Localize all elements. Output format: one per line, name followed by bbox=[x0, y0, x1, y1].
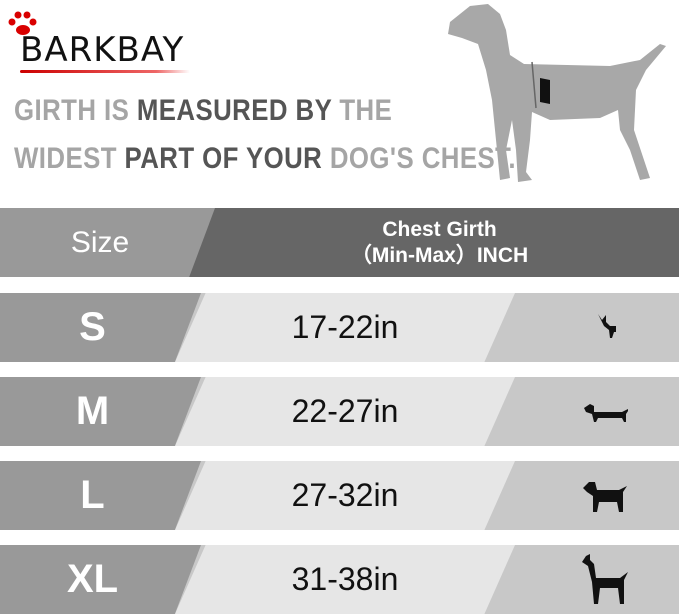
logo-underline bbox=[20, 70, 190, 73]
table-row: S 17-22in bbox=[0, 293, 679, 362]
headline-part: PART OF YOUR bbox=[124, 142, 330, 175]
table-row: XL 31-38in bbox=[0, 545, 679, 614]
size-label: XL bbox=[66, 557, 119, 601]
header-girth-line-2: （Min-Max）INCH bbox=[350, 243, 529, 267]
great-dane-icon bbox=[520, 545, 679, 614]
table-header: Size Chest Girth （Min-Max）INCH bbox=[0, 208, 679, 277]
row-girth-bg bbox=[175, 545, 515, 614]
header-size: Size bbox=[70, 225, 130, 259]
row-girth-bg bbox=[175, 377, 515, 446]
row-size-bg bbox=[0, 293, 201, 362]
headline-part: GIRTH IS bbox=[14, 94, 137, 127]
header-size-bg bbox=[0, 208, 215, 277]
headline-part: DOG'S CHEST. bbox=[329, 142, 517, 175]
row-size-bg bbox=[0, 545, 201, 614]
girth-value: 17-22in bbox=[291, 309, 399, 345]
headline-line-1: GIRTH IS MEASURED BY THE bbox=[14, 94, 392, 128]
size-label: M bbox=[75, 389, 110, 433]
headline-part: MEASURED BY bbox=[136, 94, 340, 127]
girth-value: 22-27in bbox=[291, 393, 399, 429]
row-size-bg bbox=[0, 461, 201, 530]
barkbay-logo: BARKBAY bbox=[6, 8, 191, 73]
logo-text: BARKBAY bbox=[20, 30, 185, 70]
header-girth-line-1: Chest Girth bbox=[382, 217, 497, 241]
chihuahua-icon bbox=[520, 293, 679, 362]
table-row: L 27-32in bbox=[0, 461, 679, 530]
header-chest-girth: Chest Girth （Min-Max）INCH bbox=[200, 208, 679, 277]
paw-icon bbox=[8, 11, 37, 35]
dachshund-icon bbox=[520, 377, 679, 446]
table-row: M 22-27in bbox=[0, 377, 679, 446]
row-size-bg bbox=[0, 377, 201, 446]
dog-measurement-illustration bbox=[448, 4, 666, 182]
size-label: S bbox=[79, 305, 106, 349]
headline-part: THE bbox=[339, 94, 393, 127]
row-girth-bg bbox=[175, 293, 515, 362]
girth-value: 31-38in bbox=[291, 561, 399, 597]
headline-line-2: WIDEST PART OF YOUR DOG'S CHEST. bbox=[14, 142, 516, 176]
size-label: L bbox=[80, 473, 105, 517]
labrador-icon bbox=[520, 461, 679, 530]
row-girth-bg bbox=[175, 461, 515, 530]
headline-part: WIDEST bbox=[14, 142, 125, 175]
girth-value: 27-32in bbox=[291, 477, 399, 513]
